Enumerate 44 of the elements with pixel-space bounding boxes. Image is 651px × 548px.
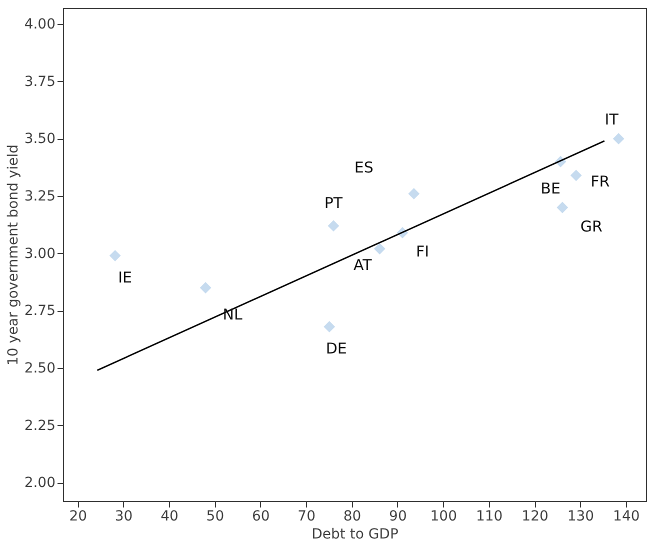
x-tick-label: 90 [389,508,407,524]
annotation: BE [540,180,560,198]
point [374,243,386,254]
x-tick-label: 50 [206,508,224,524]
annotation: DE [326,340,347,358]
x-tick-label: 120 [522,508,548,524]
point [328,220,340,232]
annotation: FR [590,172,610,190]
annotation: ES [354,158,374,177]
point [324,321,336,332]
y-tick-label: 3.25 [24,188,56,205]
point [200,282,212,294]
annotation: IE [118,268,132,287]
annotation: FI [416,242,430,261]
x-tick-label: 40 [160,508,178,524]
x-tick-label: 20 [69,508,88,524]
y-tick-label: 3.50 [24,131,56,148]
y-tick-label: 3.00 [24,246,56,262]
annotation: PT [324,194,344,212]
x-axis-title: Debt to GDP [312,526,398,542]
x-tick-label: 130 [567,508,594,524]
x-tick-label: 60 [252,508,270,524]
y-tick-label: 3.75 [24,74,56,90]
x-tick-label: 70 [298,508,316,524]
point [556,202,568,214]
y-tick-label: 2.25 [24,418,56,434]
y-tick-label: 2.75 [24,303,56,320]
point [612,133,624,144]
annotation: GR [580,217,602,236]
point [408,188,420,200]
point [570,170,582,182]
x-tick-label: 80 [343,508,362,524]
x-tick-label: 110 [476,508,503,524]
x-tick-label: 140 [613,508,640,524]
y-axis-title: 10 year government bond yield [5,144,22,366]
y-tick-label: 2.00 [24,475,56,492]
y-tick-label: 4.00 [24,16,56,33]
annotation: NL [222,306,243,324]
x-tick-label: 100 [430,508,458,524]
annotation: AT [353,256,373,274]
y-tick-label: 2.50 [24,360,56,377]
point [109,250,121,262]
annotation: IT [604,110,620,129]
x-tick-label: 30 [114,508,133,524]
